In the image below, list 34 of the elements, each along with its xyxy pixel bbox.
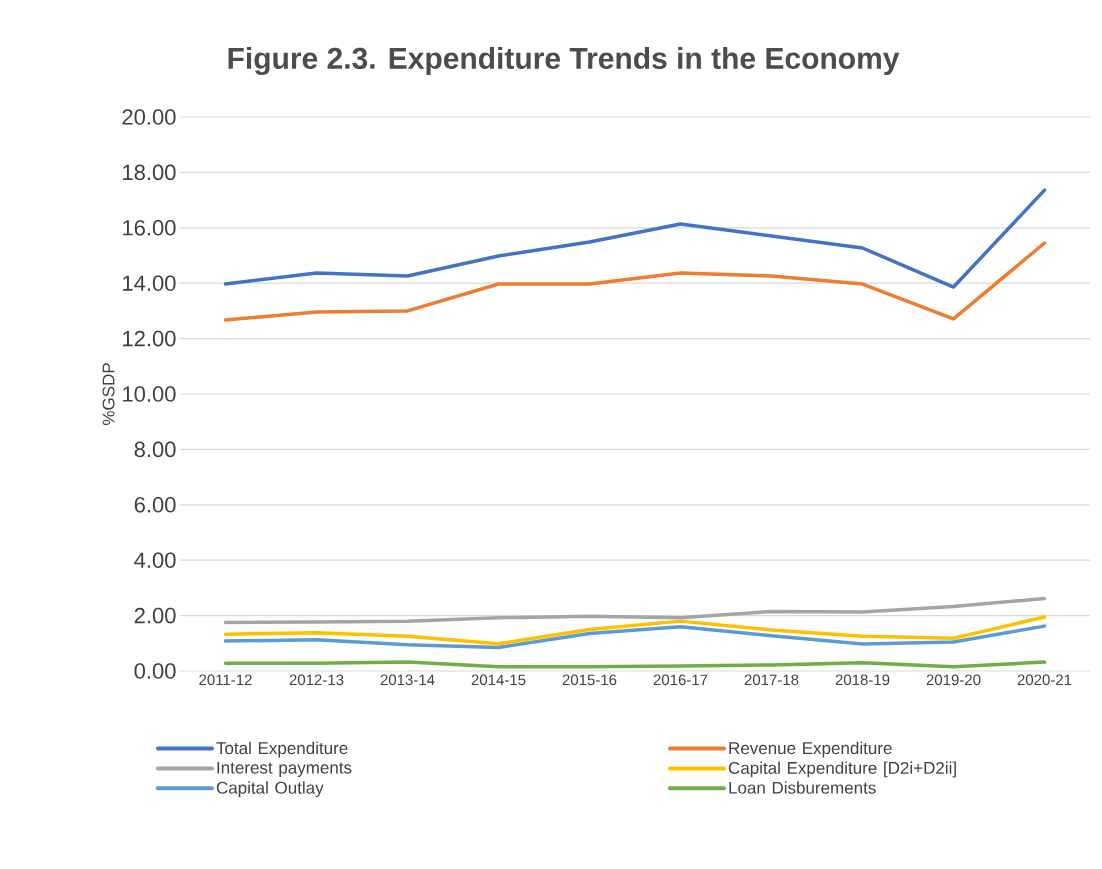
x-tick-label: 2020-21 <box>1017 674 1072 686</box>
line-series <box>223 624 1047 650</box>
x-tick-label: 2017-18 <box>744 674 799 686</box>
y-axis-title: %GSDP <box>102 363 115 426</box>
line-series <box>223 188 1047 289</box>
legend-label: Revenue Expenditure <box>729 741 892 758</box>
y-tick-label: 2.00 <box>134 607 176 624</box>
y-tick-label: 20.00 <box>122 109 176 125</box>
x-tick-label: 2016-17 <box>653 674 708 686</box>
y-tick-label: 14.00 <box>123 275 176 291</box>
x-tick-label: 2013-14 <box>380 674 435 686</box>
y-tick-label: 4.00 <box>134 552 176 568</box>
x-tick-label: 2018-19 <box>835 674 890 686</box>
legend-label: Capital Expenditure [D2i+D2ii] <box>728 761 956 778</box>
y-tick-label: 16.00 <box>123 219 176 236</box>
x-tick-label: 2011-12 <box>199 674 252 686</box>
y-tick-label: 6.00 <box>134 496 176 513</box>
legend-label: Capital Outlay <box>216 781 324 798</box>
chart-title: Figure 2.3. Expenditure Trends in the Economy <box>228 46 900 76</box>
y-tick-label: 18.00 <box>123 164 176 181</box>
line-series <box>223 615 1047 646</box>
x-tick-label: 2012-13 <box>289 674 344 686</box>
line-series <box>223 241 1047 322</box>
legend-label: Loan Disburements <box>729 781 876 794</box>
x-tick-label: 2015-16 <box>562 674 617 686</box>
legend-label: Interest payments <box>217 761 352 778</box>
x-tick-label: 2014-15 <box>471 674 526 686</box>
legend-label: Total Expenditure <box>216 741 348 758</box>
line-series <box>223 596 1047 625</box>
y-tick-label: 8.00 <box>134 441 176 458</box>
x-tick-label: 2019-20 <box>926 674 981 686</box>
y-tick-label: 12.00 <box>123 330 176 347</box>
y-tick-label: 10.00 <box>123 386 176 402</box>
y-tick-label: 0.00 <box>134 663 176 679</box>
